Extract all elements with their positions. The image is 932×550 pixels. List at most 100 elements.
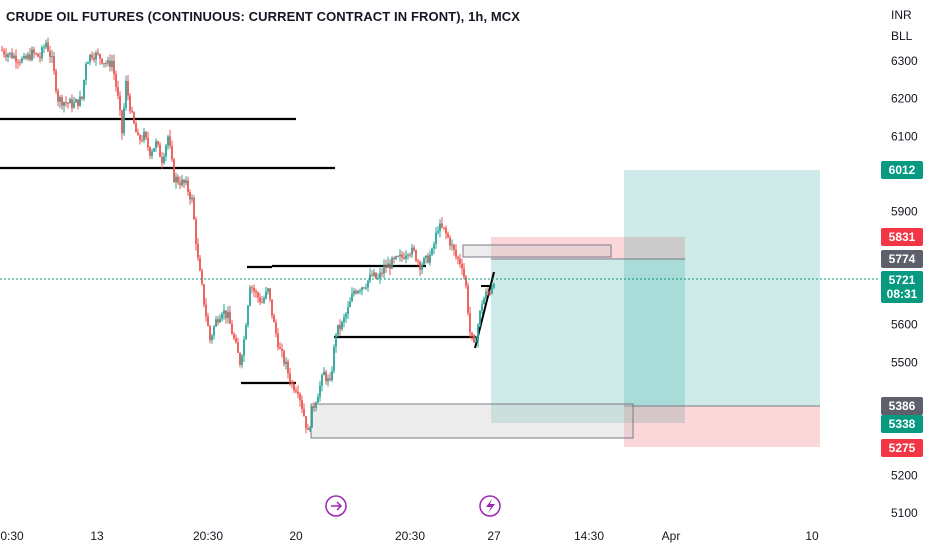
candle: [5, 48, 7, 61]
candle: [371, 270, 373, 277]
candle: [93, 52, 95, 63]
candle: [25, 53, 27, 60]
candle: [467, 282, 469, 316]
candle: [87, 61, 89, 64]
candle: [219, 314, 221, 324]
candle: [187, 176, 189, 196]
candle: [305, 416, 307, 434]
horizontal-lines[interactable]: [0, 117, 495, 385]
candle: [235, 334, 237, 344]
candle: [91, 51, 93, 61]
candle: [357, 289, 359, 295]
candle: [309, 426, 311, 432]
candle: [297, 385, 299, 399]
price-tag-value: 5386: [889, 399, 916, 413]
long-position-stop-zone[interactable]: [624, 406, 820, 447]
candle: [109, 54, 111, 72]
candle: [217, 315, 219, 326]
candle: [169, 130, 171, 149]
candle: [365, 283, 367, 291]
unit-label: BLL: [891, 29, 913, 43]
price-tag-value: 5721: [889, 273, 916, 287]
time-tick-label: Apr: [662, 529, 681, 543]
candle: [47, 37, 49, 53]
candle: [383, 259, 385, 279]
candle: [225, 310, 227, 324]
candle: [31, 46, 33, 62]
candle: [393, 256, 395, 264]
candle: [409, 252, 411, 258]
candle: [21, 56, 23, 64]
event-markers[interactable]: [325, 495, 501, 517]
candle: [437, 226, 439, 235]
candle: [35, 52, 37, 56]
candle: [259, 293, 261, 306]
candle: [355, 288, 357, 295]
candle: [95, 50, 97, 66]
candle: [405, 250, 407, 264]
price-axis[interactable]: INR BLL 5100 5200 5500 5600 5900 6100 6200 6300: [891, 8, 918, 520]
time-axis[interactable]: 0:30 13 20:30 20 20:30 27 14:30 Apr 10: [0, 529, 819, 543]
candle: [333, 344, 335, 374]
time-tick-label: 0:30: [0, 529, 24, 543]
short-position-target-zone[interactable]: [491, 259, 685, 423]
candle: [425, 255, 427, 264]
candle: [53, 51, 55, 75]
candle: [61, 94, 63, 110]
price-tag-stop: 5275: [881, 439, 923, 457]
candle: [411, 243, 413, 259]
candle: [131, 106, 133, 114]
candle: [157, 140, 159, 148]
candle: [461, 258, 463, 275]
drawn-rectangles[interactable]: [310, 244, 634, 439]
candle: [283, 349, 285, 367]
candle: [65, 96, 67, 107]
candle: [67, 102, 69, 109]
candle: [349, 297, 351, 308]
candle: [289, 367, 291, 386]
price-tick-label: 6200: [891, 92, 918, 106]
candle: [303, 403, 305, 417]
chart-title: CRUDE OIL FUTURES (CONTINUOUS: CURRENT C…: [6, 9, 521, 24]
candle: [121, 109, 123, 140]
candle: [1, 45, 3, 52]
candle: [119, 91, 121, 117]
candle: [29, 48, 31, 62]
position-zones[interactable]: [491, 170, 820, 447]
long-position-target-zone[interactable]: [624, 170, 820, 406]
candle: [9, 52, 11, 58]
candle: [321, 373, 323, 392]
candle: [299, 392, 301, 407]
price-tag-value: 5275: [889, 441, 916, 455]
candle: [111, 54, 113, 72]
price-tick-label: 6300: [891, 54, 918, 68]
candle: [255, 288, 257, 298]
short-position-stop-zone[interactable]: [491, 237, 685, 259]
candle: [197, 238, 199, 261]
candle: [439, 219, 441, 238]
candle: [479, 310, 481, 328]
candle: [353, 288, 355, 297]
supply-rectangle[interactable]: [462, 244, 612, 258]
candle: [487, 287, 489, 296]
dividend-icon[interactable]: [325, 495, 347, 517]
candle: [49, 46, 51, 63]
candle: [389, 259, 391, 276]
earnings-icon[interactable]: [479, 495, 501, 517]
countdown-label: 08:31: [887, 287, 918, 301]
candle: [179, 176, 181, 190]
candle: [125, 75, 127, 111]
candle: [331, 366, 333, 382]
candle: [81, 96, 83, 101]
demand-rectangle[interactable]: [310, 403, 634, 439]
candle: [89, 54, 91, 66]
candle: [13, 52, 15, 60]
candle: [83, 79, 85, 102]
candle: [201, 268, 203, 286]
candle: [491, 283, 493, 295]
price-tag-value: 5338: [889, 417, 916, 431]
candle: [115, 70, 117, 92]
candle: [123, 103, 125, 136]
candle: [417, 259, 419, 266]
